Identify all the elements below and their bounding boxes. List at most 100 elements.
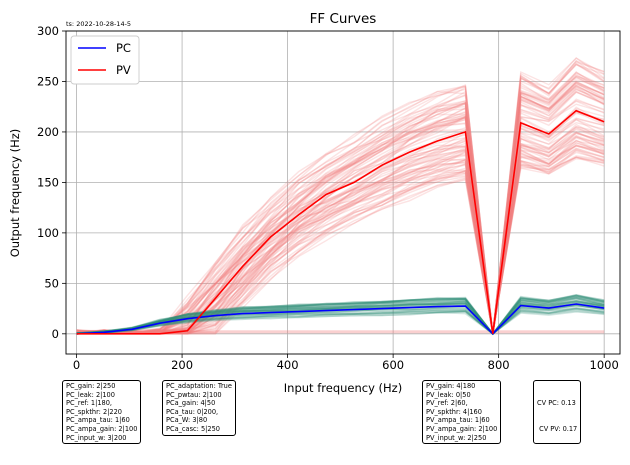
pc-neuron-trace — [76, 299, 605, 336]
series-lines — [76, 109, 605, 335]
annotation-line: PV_spkthr: 4|160 — [426, 407, 482, 416]
series-line-pc — [76, 303, 605, 335]
pv-neuron-trace — [76, 132, 605, 335]
y-tick-label: 200 — [37, 125, 59, 139]
annotation-line: PCa_casc: 5|250 — [166, 424, 220, 433]
x-tick-label: 800 — [488, 358, 510, 372]
pc-neuron-trace — [76, 307, 605, 335]
annotation-line: CV PC: 0.13 — [537, 399, 576, 408]
pc-neuron-trace — [76, 297, 605, 336]
pv-neuron-trace — [76, 136, 605, 335]
series-line-pv — [76, 109, 605, 335]
y-axis-label: Output frequency (Hz) — [8, 129, 22, 258]
pv-neuron-trace — [76, 80, 605, 335]
pc-spread-band — [76, 293, 605, 336]
pv-neuron-trace — [76, 71, 605, 335]
pv-neuron-trace — [76, 61, 605, 335]
pc-neuron-trace — [76, 296, 605, 336]
pc-neuron-trace — [76, 294, 605, 336]
pv-neuron-trace — [76, 125, 605, 335]
pv-neuron-trace — [76, 145, 605, 335]
annotation-line: PC_spkthr: 2|220 — [66, 407, 122, 416]
pv-neuron-trace — [76, 139, 605, 335]
pv-neuron-trace — [76, 82, 605, 334]
annotation-line: PC_ampa_tau: 1|60 — [66, 416, 130, 425]
pv-neuron-trace — [76, 62, 605, 335]
pc-neuron-trace — [76, 296, 605, 336]
annotation-line: PCa_W: 3|80 — [166, 416, 208, 425]
pv-neuron-trace — [76, 155, 605, 335]
annotation-line: PV_ampa_gain: 2|100 — [426, 424, 498, 433]
pv-neuron-trace — [76, 132, 605, 335]
plot-frame — [65, 30, 621, 355]
pc-neuron-trace — [76, 297, 605, 336]
pv-neuron-trace — [76, 81, 605, 335]
pv-neuron-trace — [76, 57, 605, 335]
pv-neuron-trace — [76, 89, 605, 335]
x-axis-label: Input frequency (Hz) — [284, 381, 402, 395]
pc-neuron-trace — [76, 300, 605, 336]
pc-neuron-trace — [76, 297, 605, 336]
y-tick-label: 100 — [37, 226, 59, 240]
pc-adaptation-box: PC_adaptation: True PC_pwtau: 2|100 PCa_… — [162, 380, 236, 436]
annotation-line: PCa_gain: 4|50 — [166, 399, 216, 408]
pv-neuron-trace — [76, 147, 605, 335]
pv-neuron-trace — [76, 145, 605, 335]
pc-params-box: PC_gain: 2|250 PC_leak: 2|100 PC_ref: 1|… — [62, 380, 142, 445]
pc-neuron-trace — [76, 300, 605, 335]
pv-neuron-trace — [76, 59, 605, 335]
pv-neuron-trace — [76, 57, 605, 335]
pv-neuron-trace — [76, 145, 605, 335]
pv-neuron-trace — [76, 59, 605, 335]
x-tick-label: 200 — [171, 358, 193, 372]
pc-neuron-trace — [76, 301, 605, 336]
annotation-line: PC_input_w: 3|200 — [66, 433, 127, 442]
pv-neuron-trace — [76, 135, 605, 335]
pv-neuron-trace — [76, 149, 605, 335]
pc-neuron-trace — [76, 310, 605, 335]
pv-neuron-trace — [76, 87, 605, 335]
pc-neuron-trace — [76, 310, 605, 335]
pv-neuron-trace — [76, 127, 605, 335]
pv-neuron-trace — [76, 131, 605, 335]
pc-neuron-trace — [76, 299, 605, 336]
x-tick-label: 400 — [277, 358, 299, 372]
pv-params-box: PV_gain: 4|180 PV_leak: 0|50 PV_ref: 2|6… — [422, 380, 502, 445]
pc-neuron-trace — [76, 293, 605, 336]
y-tick-label: 250 — [37, 74, 59, 88]
annotation-line: PC_ampa_gain: 2|100 — [66, 424, 138, 433]
legend-pc-label: PC — [116, 41, 131, 55]
y-tick-label: 0 — [52, 327, 59, 341]
pc-neuron-trace — [76, 304, 605, 335]
annotation-line: PV_input_w: 2|250 — [426, 433, 487, 442]
pv-neuron-trace — [76, 63, 605, 335]
pv-neuron-trace — [76, 144, 605, 335]
pv-neuron-trace — [76, 74, 605, 335]
pv-neuron-trace — [76, 136, 605, 335]
y-tick-label: 50 — [44, 276, 59, 290]
x-tick-label: 600 — [382, 358, 404, 372]
annotation-line: PV_leak: 0|50 — [426, 390, 471, 399]
x-tick-label: 1000 — [590, 358, 619, 372]
annotation-line: PV_gain: 4|180 — [426, 382, 476, 390]
pc-neuron-trace — [76, 294, 605, 336]
pc-neuron-trace — [76, 294, 605, 336]
pv-neuron-trace — [76, 86, 605, 335]
pv-neuron-trace — [76, 144, 605, 335]
pv-neuron-trace — [76, 142, 605, 335]
pc-neuron-trace — [76, 309, 605, 335]
pv-neuron-trace — [76, 73, 605, 335]
pv-neuron-trace — [76, 81, 605, 335]
pc-neuron-trace — [76, 301, 605, 335]
annotation-line: PC_adaptation: True — [166, 382, 232, 390]
pv-neuron-trace — [76, 91, 605, 335]
annotation-line: PCa_tau: 0|200, — [166, 407, 219, 416]
pv-neuron-trace — [76, 79, 605, 335]
annotation-line: PV_ampa_tau: 1|60 — [426, 416, 490, 425]
pc-neuron-trace — [76, 297, 605, 336]
pv-neuron-trace — [76, 157, 605, 334]
pv-neuron-trace — [76, 156, 605, 335]
pc-neuron-trace — [76, 294, 605, 336]
pv-spread-band — [76, 57, 605, 335]
